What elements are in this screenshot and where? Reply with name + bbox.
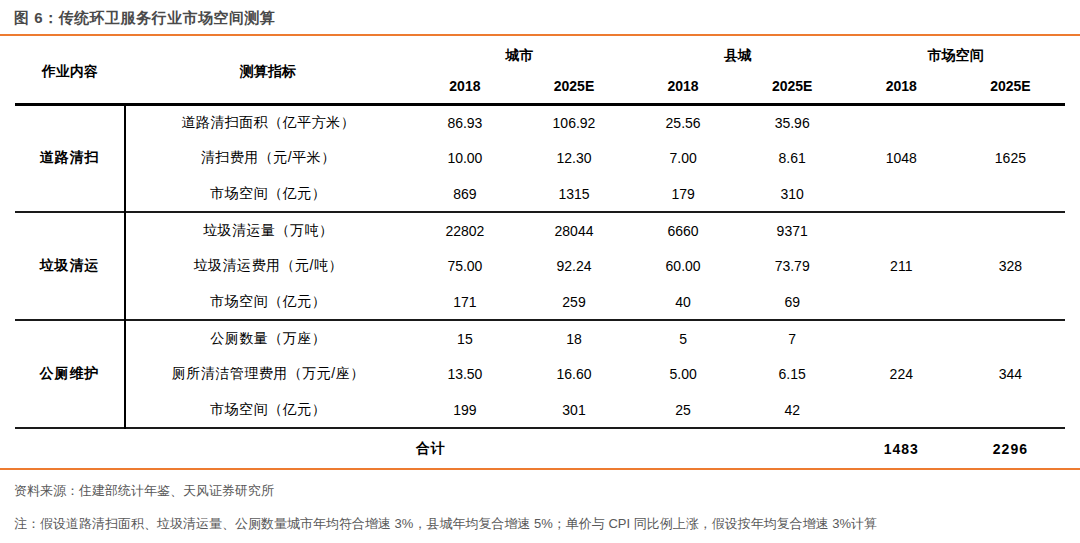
market-space-2018-cell: 224 xyxy=(847,320,956,428)
row-group-road-sweeping: 道路清扫 道路清扫面积（亿平方米） 86.93 106.92 25.56 35.… xyxy=(15,104,1065,212)
indicator-cell: 市场空间（亿元） xyxy=(125,176,410,212)
header-year-city-2025e: 2025E xyxy=(519,70,628,104)
value-cell: 9371 xyxy=(738,212,847,248)
value-cell: 106.92 xyxy=(519,104,628,140)
value-cell: 22802 xyxy=(410,212,519,248)
indicator-cell: 垃圾清运量（万吨） xyxy=(125,212,410,248)
value-cell: 869 xyxy=(410,176,519,212)
header-market-space: 市场空间 xyxy=(847,42,1065,70)
value-cell: 75.00 xyxy=(410,248,519,284)
value-cell: 16.60 xyxy=(519,356,628,392)
table-row: 道路清扫 道路清扫面积（亿平方米） 86.93 106.92 25.56 35.… xyxy=(15,104,1065,140)
value-cell: 179 xyxy=(629,176,738,212)
value-cell: 6.15 xyxy=(738,356,847,392)
value-cell: 28044 xyxy=(519,212,628,248)
header-work-content: 作业内容 xyxy=(15,42,125,104)
value-cell: 171 xyxy=(410,284,519,320)
header-year-market-2018: 2018 xyxy=(847,70,956,104)
value-cell: 25.56 xyxy=(629,104,738,140)
indicator-cell: 市场空间（亿元） xyxy=(125,392,410,428)
page-title: 图 6：传统环卫服务行业市场空间测算 xyxy=(0,0,1080,34)
value-cell: 1315 xyxy=(519,176,628,212)
indicator-cell: 公厕数量（万座） xyxy=(125,320,410,356)
value-cell: 73.79 xyxy=(738,248,847,284)
indicator-cell: 市场空间（亿元） xyxy=(125,284,410,320)
value-cell: 6660 xyxy=(629,212,738,248)
value-cell: 92.24 xyxy=(519,248,628,284)
value-cell: 12.30 xyxy=(519,140,628,176)
value-cell: 199 xyxy=(410,392,519,428)
value-cell: 86.93 xyxy=(410,104,519,140)
total-row: 合计 1483 2296 xyxy=(15,428,1065,468)
value-cell: 310 xyxy=(738,176,847,212)
header-year-city-2018: 2018 xyxy=(410,70,519,104)
row-group-label: 道路清扫 xyxy=(15,104,125,212)
value-cell: 259 xyxy=(519,284,628,320)
value-cell: 5 xyxy=(629,320,738,356)
value-cell: 10.00 xyxy=(410,140,519,176)
market-space-2025e-cell: 1625 xyxy=(956,104,1065,212)
total-market-space-2025e: 2296 xyxy=(956,428,1065,468)
header-year-market-2025e: 2025E xyxy=(956,70,1065,104)
total-row-group: 合计 1483 2296 xyxy=(15,428,1065,468)
table-row: 公厕维护 公厕数量（万座） 15 18 5 7 224 344 xyxy=(15,320,1065,356)
value-cell: 60.00 xyxy=(629,248,738,284)
indicator-cell: 厕所清洁管理费用（万元/座） xyxy=(125,356,410,392)
value-cell: 42 xyxy=(738,392,847,428)
value-cell: 5.00 xyxy=(629,356,738,392)
market-space-table-container: 作业内容 测算指标 城市 县城 市场空间 2018 2025E 2018 202… xyxy=(0,36,1080,468)
header-city: 城市 xyxy=(410,42,628,70)
market-space-2018-cell: 211 xyxy=(847,212,956,320)
value-cell: 69 xyxy=(738,284,847,320)
value-cell: 301 xyxy=(519,392,628,428)
row-group-label: 公厕维护 xyxy=(15,320,125,428)
total-market-space-2018: 1483 xyxy=(847,428,956,468)
market-space-2025e-cell: 344 xyxy=(956,320,1065,428)
footer: 资料来源：住建部统计年鉴、天风证券研究所 注：假设道路清扫面积、垃圾清运量、公厕… xyxy=(0,470,1080,533)
market-space-2018-cell: 1048 xyxy=(847,104,956,212)
header-indicator: 测算指标 xyxy=(125,42,410,104)
value-cell: 8.61 xyxy=(738,140,847,176)
value-cell: 7.00 xyxy=(629,140,738,176)
row-group-garbage-removal: 垃圾清运 垃圾清运量（万吨） 22802 28044 6660 9371 211… xyxy=(15,212,1065,320)
indicator-cell: 清扫费用（元/平米） xyxy=(125,140,410,176)
row-group-label: 垃圾清运 xyxy=(15,212,125,320)
indicator-cell: 道路清扫面积（亿平方米） xyxy=(125,104,410,140)
market-space-2025e-cell: 328 xyxy=(956,212,1065,320)
table-header: 作业内容 测算指标 城市 县城 市场空间 2018 2025E 2018 202… xyxy=(15,42,1065,104)
market-space-table: 作业内容 测算指标 城市 县城 市场空间 2018 2025E 2018 202… xyxy=(15,42,1065,468)
value-cell: 15 xyxy=(410,320,519,356)
source-note: 资料来源：住建部统计年鉴、天风证券研究所 xyxy=(14,480,1066,500)
header-year-county-2025e: 2025E xyxy=(738,70,847,104)
value-cell: 40 xyxy=(629,284,738,320)
header-group-row: 作业内容 测算指标 城市 县城 市场空间 xyxy=(15,42,1065,70)
value-cell: 25 xyxy=(629,392,738,428)
value-cell: 13.50 xyxy=(410,356,519,392)
table-row: 垃圾清运 垃圾清运量（万吨） 22802 28044 6660 9371 211… xyxy=(15,212,1065,248)
header-year-county-2018: 2018 xyxy=(629,70,738,104)
value-cell: 35.96 xyxy=(738,104,847,140)
value-cell: 7 xyxy=(738,320,847,356)
header-county: 县城 xyxy=(629,42,847,70)
assumption-footnote: 注：假设道路清扫面积、垃圾清运量、公厕数量城市年均符合增速 3%，县城年均复合增… xyxy=(14,500,1066,533)
row-group-public-toilet-maintenance: 公厕维护 公厕数量（万座） 15 18 5 7 224 344 厕所清洁管理费用… xyxy=(15,320,1065,428)
indicator-cell: 垃圾清运费用（元/吨） xyxy=(125,248,410,284)
total-label: 合计 xyxy=(15,428,847,468)
value-cell: 18 xyxy=(519,320,628,356)
